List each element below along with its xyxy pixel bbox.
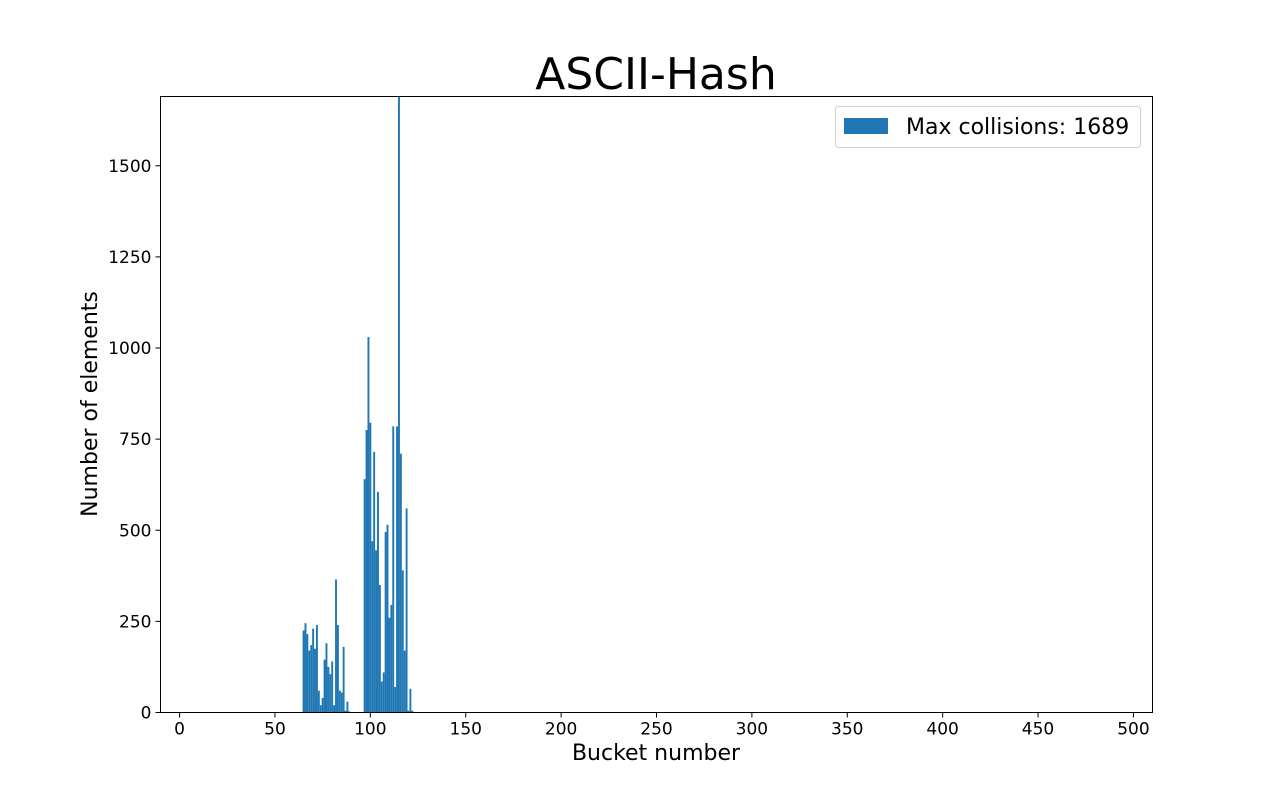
bar xyxy=(346,701,349,713)
bar xyxy=(403,650,406,713)
bar xyxy=(338,690,341,713)
bar xyxy=(333,705,336,713)
bar xyxy=(317,690,320,713)
bar xyxy=(382,672,385,713)
bar xyxy=(386,524,389,713)
bar xyxy=(399,453,402,713)
bar xyxy=(327,666,330,713)
bar xyxy=(377,491,379,713)
bar xyxy=(336,625,339,713)
bar xyxy=(365,430,368,713)
bar xyxy=(373,451,376,713)
bar xyxy=(312,628,315,713)
x-axis-label: Bucket number xyxy=(572,741,741,766)
bar xyxy=(411,710,414,713)
bar xyxy=(380,681,383,713)
bar xyxy=(388,617,391,713)
bar xyxy=(325,643,328,713)
bar xyxy=(369,422,372,713)
x-tick-label: 0 xyxy=(174,720,185,740)
bar xyxy=(304,623,307,713)
bar xyxy=(390,604,393,713)
y-tick-label: 1000 xyxy=(108,339,151,359)
bar xyxy=(396,426,399,713)
bar xyxy=(314,648,316,713)
bar xyxy=(344,710,347,713)
x-tick-label: 500 xyxy=(1117,720,1149,740)
bar xyxy=(398,96,400,713)
bar xyxy=(308,650,311,713)
bar xyxy=(302,630,305,713)
y-tick-label: 750 xyxy=(119,430,151,450)
x-tick-label: 400 xyxy=(926,720,958,740)
bar xyxy=(401,570,404,713)
x-axis-ticks: 0 50 100 150 200 250 300 350 400 450 500 xyxy=(174,712,1150,740)
bar xyxy=(392,426,395,713)
legend-swatch xyxy=(844,118,888,134)
bar xyxy=(306,634,309,713)
legend: Max collisions: 1689 xyxy=(835,106,1141,148)
bar xyxy=(407,710,410,713)
bar xyxy=(340,692,343,713)
x-tick-label: 100 xyxy=(354,720,386,740)
bar xyxy=(405,508,408,713)
y-axis-ticks: 0 250 500 750 1000 1250 1500 xyxy=(108,157,161,724)
x-tick-label: 150 xyxy=(450,720,482,740)
bar xyxy=(310,645,313,713)
bar xyxy=(331,661,334,713)
chart-title: ASCII-Hash xyxy=(535,49,776,100)
bar xyxy=(315,625,318,713)
x-tick-label: 350 xyxy=(831,720,863,740)
bar xyxy=(384,532,387,713)
bar xyxy=(409,688,412,713)
legend-box xyxy=(835,106,1141,148)
bar xyxy=(329,674,332,713)
bar xyxy=(323,659,326,713)
x-tick-label: 450 xyxy=(1022,720,1054,740)
y-tick-label: 250 xyxy=(119,612,151,632)
bar xyxy=(375,550,378,713)
bar xyxy=(342,646,345,713)
x-tick-label: 50 xyxy=(264,720,286,740)
bar xyxy=(371,541,374,713)
y-tick-label: 0 xyxy=(141,704,152,724)
x-tick-label: 200 xyxy=(545,720,577,740)
bar xyxy=(394,686,397,713)
bar xyxy=(378,584,381,713)
bar xyxy=(348,711,351,713)
legend-label: Max collisions: 1689 xyxy=(906,115,1129,140)
bar xyxy=(321,697,324,713)
bars-group xyxy=(302,96,414,713)
bar xyxy=(319,705,322,713)
bar xyxy=(363,479,366,713)
bar xyxy=(335,579,337,713)
y-axis-label: Number of elements xyxy=(78,291,103,517)
y-tick-label: 1500 xyxy=(108,157,151,177)
x-tick-label: 250 xyxy=(640,720,672,740)
y-tick-label: 1250 xyxy=(108,248,151,268)
plot-area-frame xyxy=(160,96,1153,713)
bar xyxy=(367,337,370,713)
y-tick-label: 500 xyxy=(119,521,151,541)
x-tick-label: 300 xyxy=(736,720,768,740)
